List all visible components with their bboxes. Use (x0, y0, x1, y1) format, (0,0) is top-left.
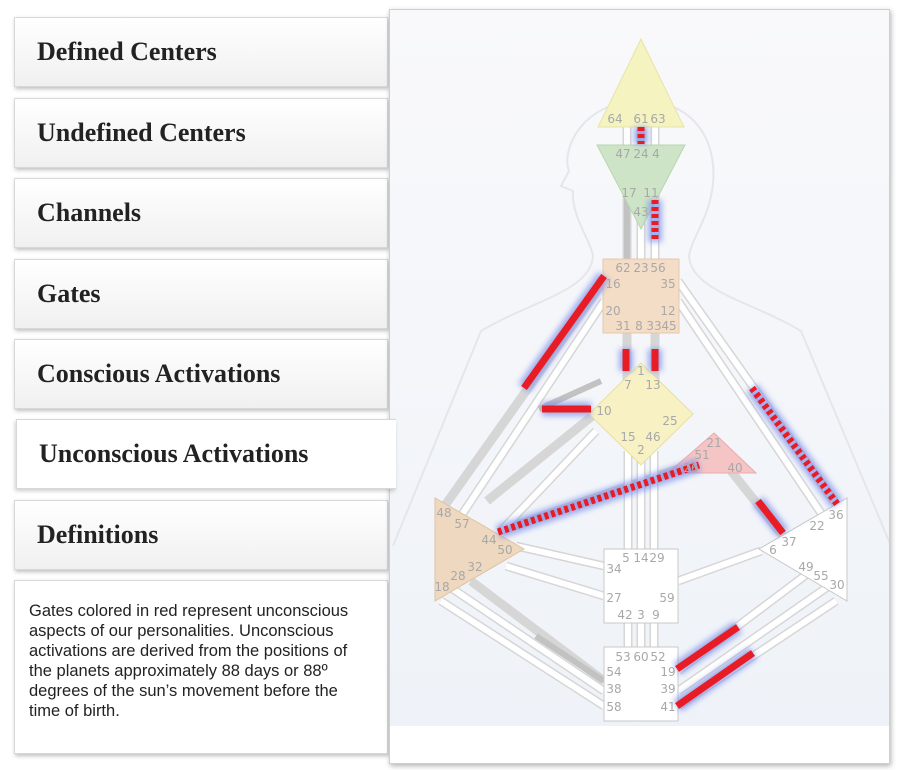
root-center (603, 646, 679, 722)
activation-gate-26 (496, 461, 701, 536)
gate-number: 4 (652, 147, 660, 161)
activation-gate-41 (674, 650, 756, 709)
gate-number: 32 (467, 560, 482, 574)
gate-number: 60 (633, 650, 648, 664)
tab-label: Gates (37, 279, 101, 308)
gate-number: 15 (620, 430, 635, 444)
gate-number: 58 (606, 700, 621, 714)
gate-number: 63 (650, 112, 665, 126)
gate-number: 35 (660, 277, 675, 291)
gate-number: 40 (727, 461, 742, 475)
gate-number: 57 (454, 517, 469, 531)
gate-number: 11 (643, 186, 658, 200)
gate-number: 43 (633, 205, 648, 219)
gate-number: 33 (646, 319, 661, 333)
gate-number: 42 (617, 608, 632, 622)
gate-number: 30 (829, 578, 844, 592)
tab-label: Conscious Activations (37, 359, 281, 388)
activation-lines-dashed (496, 127, 840, 536)
gate-number: 28 (450, 569, 465, 583)
gate-number: 37 (781, 535, 796, 549)
tab-conscious-activations[interactable]: Conscious Activations (14, 339, 388, 409)
gate-number: 36 (828, 508, 843, 522)
gate-number: 53 (615, 650, 630, 664)
g-center (588, 362, 694, 466)
tab-undefined-centers[interactable]: Undefined Centers (14, 98, 388, 168)
tab-definitions[interactable]: Definitions (14, 500, 388, 570)
tab-label: Channels (37, 198, 142, 227)
tab-label: Unconscious Activations (39, 439, 309, 468)
gate-number: 27 (606, 591, 621, 605)
gate-number: 5 (622, 551, 630, 565)
tab-defined-centers[interactable]: Defined Centers (14, 17, 388, 87)
bodygraph-panel: 64 61 63 47 24 4 17 11 43 62 23 56 16 35… (389, 9, 890, 764)
spleen-center (434, 497, 525, 602)
gate-number: 41 (660, 700, 675, 714)
gate-number: 16 (605, 277, 620, 291)
gate-number: 44 (481, 533, 496, 547)
gate-number: 61 (633, 112, 648, 126)
ajna-center (596, 144, 686, 231)
gate-number: 25 (662, 414, 677, 428)
gate-number: 34 (606, 562, 621, 576)
gate-numbers: 64 61 63 47 24 4 17 11 43 62 23 56 16 35… (434, 112, 844, 714)
gate-number: 18 (434, 580, 449, 594)
gate-number: 10 (596, 404, 611, 418)
gate-number: 9 (652, 608, 660, 622)
gate-number: 56 (650, 261, 665, 275)
tab-unconscious-activations[interactable]: Unconscious Activations (16, 419, 396, 489)
gate-number: 29 (649, 551, 664, 565)
gate-number: 62 (615, 261, 630, 275)
gate-number: 49 (798, 560, 813, 574)
gate-number: 39 (660, 682, 675, 696)
activation-gate-19 (675, 624, 740, 672)
tab-label: Undefined Centers (37, 118, 246, 147)
gate-number: 8 (635, 319, 643, 333)
gate-number: 3 (637, 608, 645, 622)
gate-number: 26 (683, 461, 698, 475)
description-text: Gates colored in red represent unconscio… (29, 602, 349, 720)
gate-number: 47 (615, 147, 630, 161)
activation-gate-36 (749, 385, 840, 507)
gate-number: 7 (624, 378, 632, 392)
gate-number: 1 (637, 364, 645, 378)
activation-gate-16 (521, 273, 607, 391)
gate-number: 46 (645, 430, 660, 444)
activation-lines (521, 273, 786, 709)
gate-number: 20 (605, 304, 620, 318)
solar-plexus-center (758, 497, 848, 602)
gate-number: 24 (633, 147, 648, 161)
gate-number: 51 (694, 448, 709, 462)
tab-channels[interactable]: Channels (14, 178, 388, 248)
body-silhouette (392, 100, 889, 547)
gate-number: 22 (809, 519, 824, 533)
gate-number: 31 (615, 319, 630, 333)
gate-number: 38 (606, 682, 621, 696)
gate-number: 2 (637, 443, 645, 457)
description-panel: Gates colored in red represent unconscio… (14, 580, 388, 754)
gate-number: 45 (661, 319, 676, 333)
gate-number: 50 (497, 543, 512, 557)
bodygraph-chart: 64 61 63 47 24 4 17 11 43 62 23 56 16 35… (390, 10, 889, 763)
gate-number: 14 (633, 551, 648, 565)
gate-number: 6 (769, 543, 777, 557)
sacral-center (603, 548, 679, 624)
gate-number: 64 (607, 112, 622, 126)
gate-number: 21 (706, 436, 721, 450)
gate-number: 13 (645, 378, 660, 392)
tab-label: Definitions (37, 520, 159, 549)
throat-center (602, 258, 680, 334)
tab-label: Defined Centers (37, 37, 217, 66)
gate-number: 54 (606, 665, 621, 679)
tab-gates[interactable]: Gates (14, 259, 388, 329)
gate-number: 52 (650, 650, 665, 664)
gate-number: 17 (621, 186, 636, 200)
gate-number: 19 (660, 665, 675, 679)
gate-number: 23 (633, 261, 648, 275)
activation-gate-37 (755, 498, 786, 536)
gate-number: 48 (436, 506, 451, 520)
gate-number: 12 (660, 304, 675, 318)
gate-number: 59 (659, 591, 674, 605)
gate-number: 55 (813, 569, 828, 583)
